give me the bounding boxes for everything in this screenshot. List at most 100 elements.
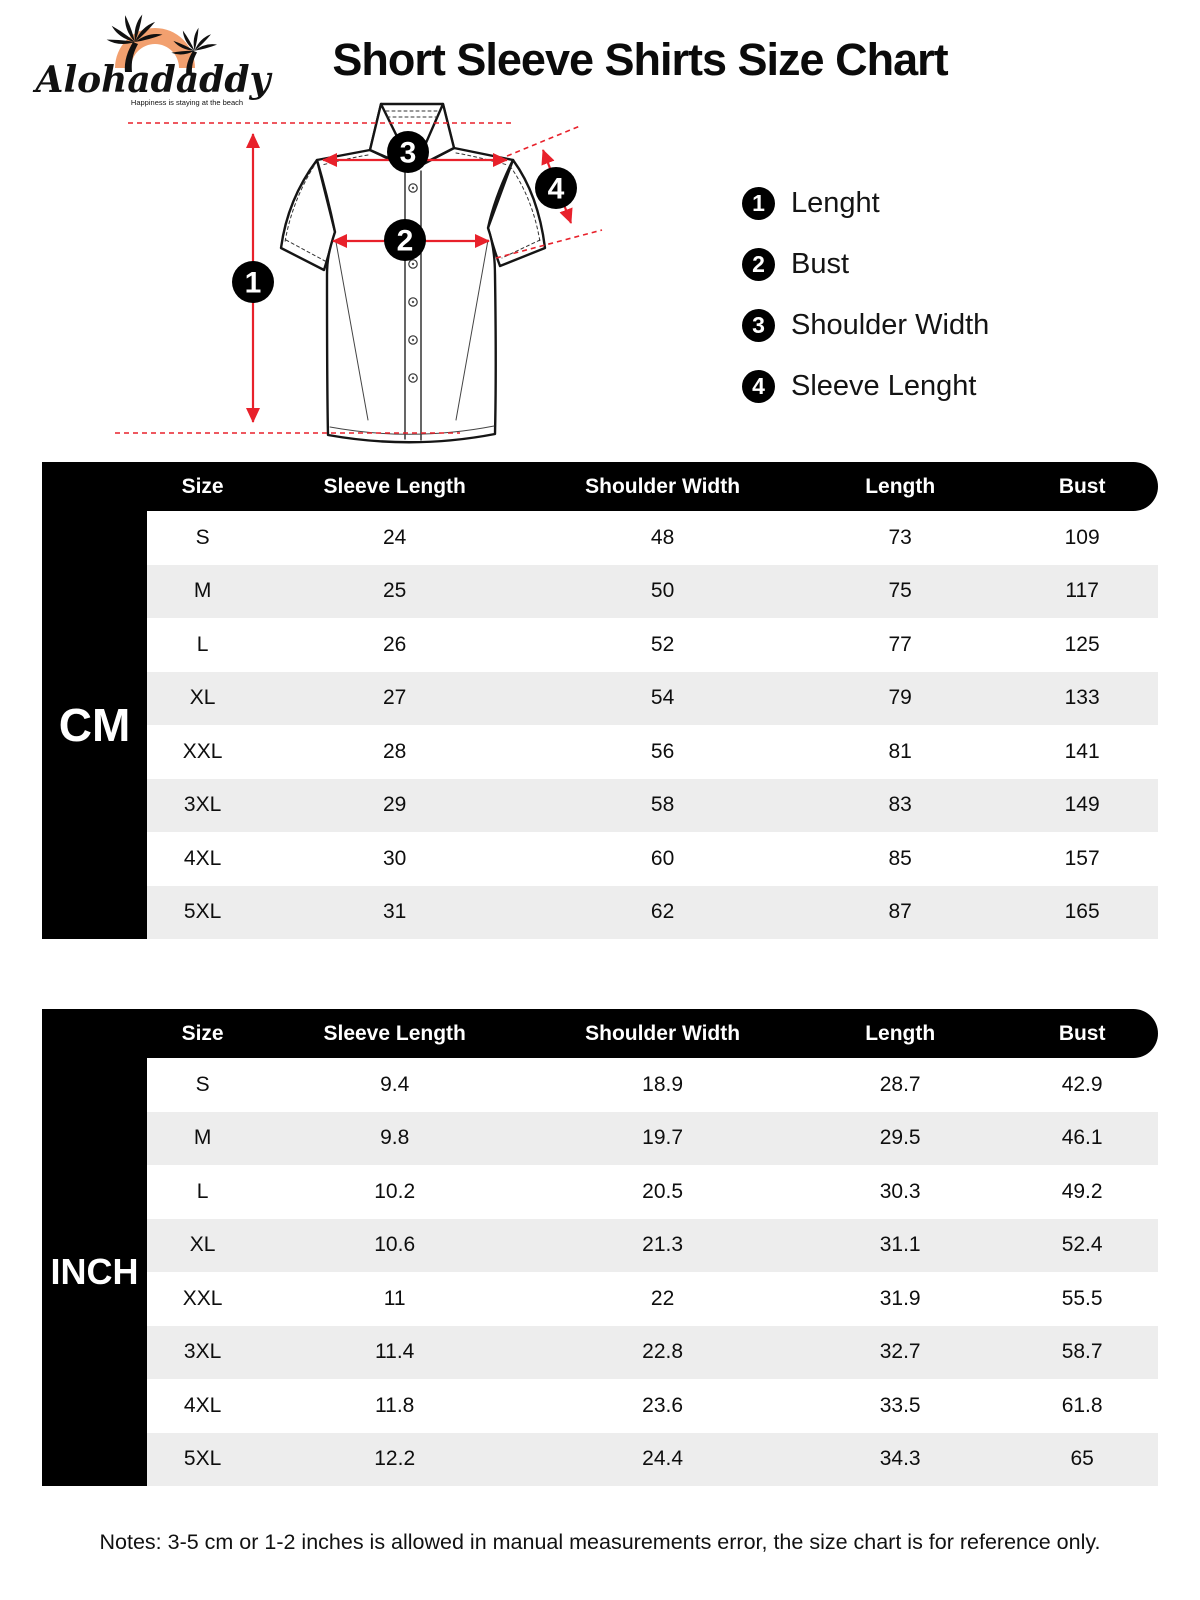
legend-item-bust: 2 Bust — [742, 247, 989, 281]
legend-item-sleeve-length: 4 Sleeve Lenght — [742, 369, 989, 403]
table-cell: 5XL — [183, 900, 222, 924]
brand-name: Alohadaddy — [33, 59, 273, 101]
table-cell: 85 — [888, 846, 912, 870]
table-cell: 26 — [383, 632, 407, 656]
column-header: Bust — [1058, 1021, 1106, 1045]
legend-badge-2: 2 — [742, 247, 775, 281]
table-cell: 83 — [888, 793, 912, 817]
table-cell: 33.5 — [879, 1393, 921, 1417]
table-cell: 49.2 — [1061, 1179, 1103, 1203]
table-cell: 75 — [888, 579, 912, 603]
table-header: Size Sleeve Length Shoulder Width Length Bus… — [42, 462, 1158, 511]
table-cell: 21.3 — [642, 1233, 684, 1257]
table-cell: M — [193, 579, 212, 603]
svg-text:2: 2 — [397, 225, 414, 258]
table-cell: 10.2 — [374, 1179, 416, 1203]
cm-size-table: Size Sleeve Length Shoulder Width Length Bus… — [42, 462, 1158, 939]
column-header: Size — [181, 474, 224, 498]
table-cell: 28 — [383, 739, 407, 763]
table-cell: 77 — [888, 632, 912, 656]
table-cell: 4XL — [183, 1393, 222, 1417]
table-header: Size Sleeve Length Shoulder Width Length Bus… — [42, 1009, 1158, 1058]
table-cell: 31 — [383, 900, 407, 924]
table-cell: 28.7 — [879, 1072, 921, 1096]
table-cell: 117 — [1065, 579, 1099, 603]
table-cell: 22.8 — [642, 1340, 684, 1364]
table-cell: 29 — [383, 793, 407, 817]
table-cell: 9.8 — [380, 1126, 410, 1150]
table-row: 5XL 12.2 24.4 34.3 65 — [147, 1432, 1158, 1486]
table-row: XXL 28 56 81 141 — [147, 725, 1158, 779]
table-row: XL 10.6 21.3 31.1 52.4 — [147, 1218, 1158, 1272]
sleeve-extension-top — [506, 125, 581, 157]
table-cell: XXL — [182, 739, 223, 763]
legend-item-length: 1 Lenght — [742, 186, 989, 220]
table-cell: 52.4 — [1061, 1233, 1103, 1257]
palm-tree-icon — [106, 13, 163, 72]
shirt-diagram: 1 2 3 4 — [115, 102, 603, 444]
table-cell: 62 — [650, 900, 675, 924]
table-cell: 133 — [1064, 686, 1100, 710]
table-cell: 81 — [888, 739, 912, 763]
unit-label-cm: CM — [42, 511, 147, 939]
column-header: Shoulder Width — [585, 474, 741, 498]
table-cell: XL — [189, 1233, 216, 1257]
legend-badge-3: 3 — [742, 308, 775, 342]
table-row: 4XL 30 60 85 157 — [147, 832, 1158, 886]
table-cell: 4XL — [183, 846, 222, 870]
notes-text: Notes: 3-5 cm or 1-2 inches is allowed i… — [99, 1530, 1101, 1554]
table-cell: 109 — [1064, 525, 1100, 549]
table-cell: 29.5 — [879, 1126, 921, 1150]
table-cell: 18.9 — [642, 1072, 684, 1096]
table-cell: 11 — [383, 1286, 406, 1310]
table-cell: 87 — [888, 900, 912, 924]
table-cell: L — [196, 1179, 209, 1203]
sleeve-extension-bottom — [495, 229, 603, 259]
table-cell: 23.6 — [642, 1393, 684, 1417]
table-cell: M — [193, 1126, 212, 1150]
brand-tagline: Happiness is staying at the beach — [131, 98, 243, 107]
table-cell: 125 — [1064, 632, 1100, 656]
svg-text:4: 4 — [548, 173, 565, 206]
measure-badge-3: 3 — [387, 131, 429, 173]
table-row: 4XL 11.8 23.6 33.5 61.8 — [147, 1379, 1158, 1433]
table-cell: 22 — [650, 1286, 675, 1310]
table-cell: 30 — [383, 846, 407, 870]
table-row: XL 27 54 79 133 — [147, 671, 1158, 725]
table-cell: 3XL — [183, 1340, 222, 1364]
table-cell: 30.3 — [879, 1179, 921, 1203]
table-cell: 46.1 — [1061, 1126, 1103, 1150]
table-row: 3XL 11.4 22.8 32.7 58.7 — [147, 1325, 1158, 1379]
table-cell: 11.4 — [375, 1340, 415, 1364]
table-row: S 24 48 73 109 — [147, 511, 1158, 565]
legend-item-shoulder-width: 3 Shoulder Width — [742, 308, 989, 342]
table-row: M 25 50 75 117 — [147, 564, 1158, 618]
table-cell: 5XL — [183, 1447, 222, 1471]
brand-logo: Alohadaddy Happiness is staying at the b… — [33, 13, 273, 107]
table-cell: 12.2 — [374, 1447, 416, 1471]
table-cell: 20.5 — [642, 1179, 684, 1203]
table-cell: 56 — [650, 739, 675, 763]
table-cell: 65 — [1070, 1447, 1094, 1471]
table-row: XXL 11 22 31.9 55.5 — [147, 1272, 1158, 1326]
table-cell: 48 — [650, 525, 675, 549]
column-header: Length — [865, 474, 936, 498]
table-body: S 9.4 18.9 28.7 42.9 M 9.8 19.7 29.5 46.1 L 10.2 20.… — [147, 1058, 1158, 1486]
column-header: Shoulder Width — [585, 1021, 741, 1045]
table-body: S 24 48 73 109 M 25 50 75 117 L 26 52 77 125 XL 27 54 79 13… — [147, 511, 1158, 939]
measurement-legend: 1 Lenght 2 Bust 3 Shoulder Width 4 Sleev… — [742, 186, 989, 403]
inch-size-table: Size Sleeve Length Shoulder Width Length Bus… — [42, 1009, 1158, 1486]
measure-badge-2: 2 — [384, 219, 426, 261]
legend-label: Sleeve Lenght — [791, 369, 977, 402]
table-cell: S — [195, 525, 210, 549]
table-cell: 50 — [650, 579, 675, 603]
table-cell: L — [196, 632, 209, 656]
table-cell: 165 — [1064, 900, 1100, 924]
svg-text:1: 1 — [245, 267, 262, 300]
table-cell: 24 — [383, 525, 407, 549]
column-header: Size — [181, 1021, 224, 1045]
page-title: Short Sleeve Shirts Size Chart — [332, 34, 948, 85]
table-row: L 10.2 20.5 30.3 49.2 — [147, 1165, 1158, 1219]
legend-label: Shoulder Width — [791, 308, 990, 341]
table-cell: XXL — [182, 1286, 223, 1310]
